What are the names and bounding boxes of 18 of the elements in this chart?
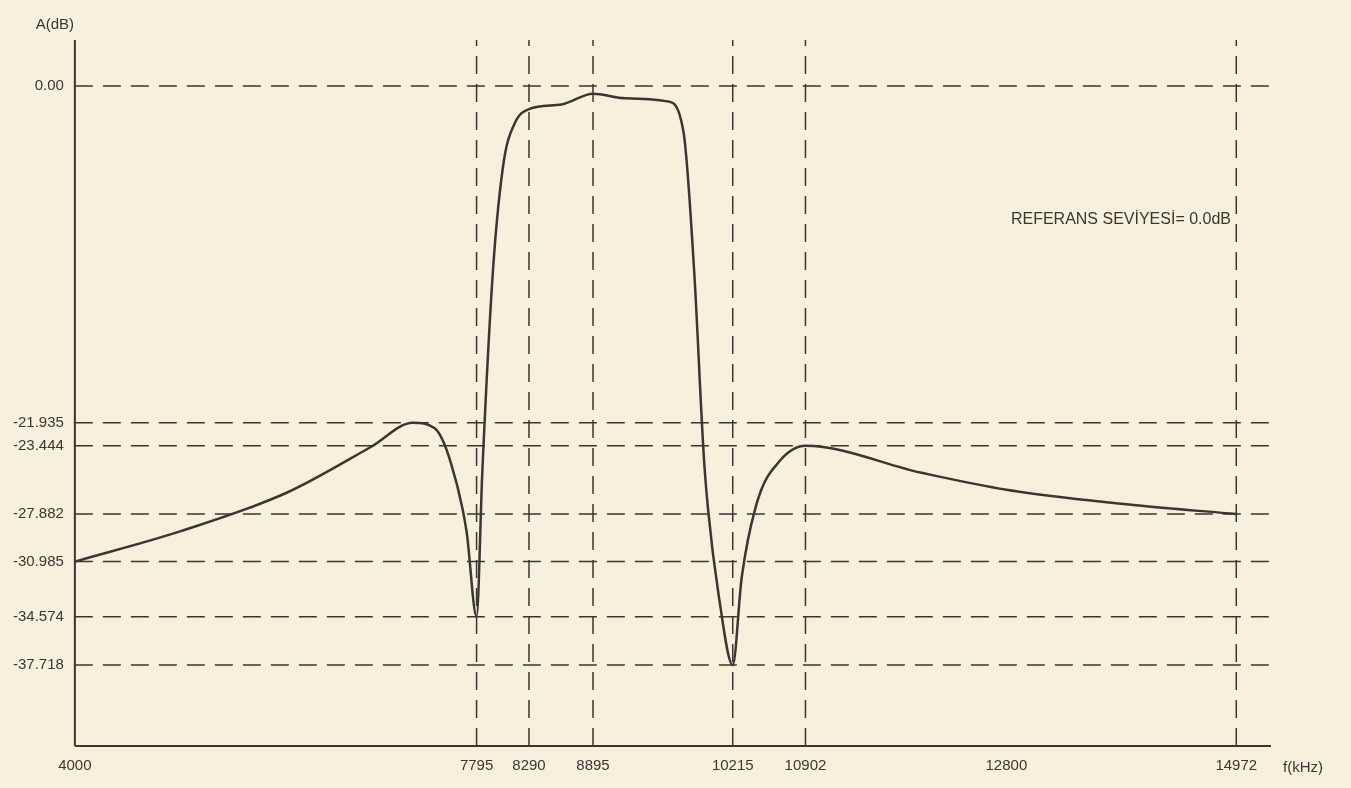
y-axis-title: A(dB) xyxy=(35,14,75,32)
x-tick-label: 8290 xyxy=(512,756,546,774)
y-tick-label: 0.00 xyxy=(34,76,64,94)
x-tick-label: 8895 xyxy=(576,756,610,774)
annotation: REFERANS SEVİYESİ= 0.0dB xyxy=(1010,209,1231,228)
y-tick-label: -23.444 xyxy=(13,436,64,453)
x-tick-label: 14972 xyxy=(1215,756,1258,774)
y-tick-label: -30.985 xyxy=(13,551,64,569)
x-tick-label: 7795 xyxy=(459,756,494,774)
x-axis-title: f(kHz) xyxy=(1283,758,1323,776)
x-tick-label: 10215 xyxy=(711,756,754,774)
y-tick-label: -37.718 xyxy=(13,655,64,673)
x-tick-label: 10902 xyxy=(784,756,827,774)
x-tick-label: 12800 xyxy=(985,756,1028,774)
y-tick-label: -27.882 xyxy=(13,504,64,522)
y-tick-label: -34.574 xyxy=(13,606,64,624)
y-tick-label: -21.935 xyxy=(13,412,64,430)
x-tick-label: 4000 xyxy=(58,756,92,774)
